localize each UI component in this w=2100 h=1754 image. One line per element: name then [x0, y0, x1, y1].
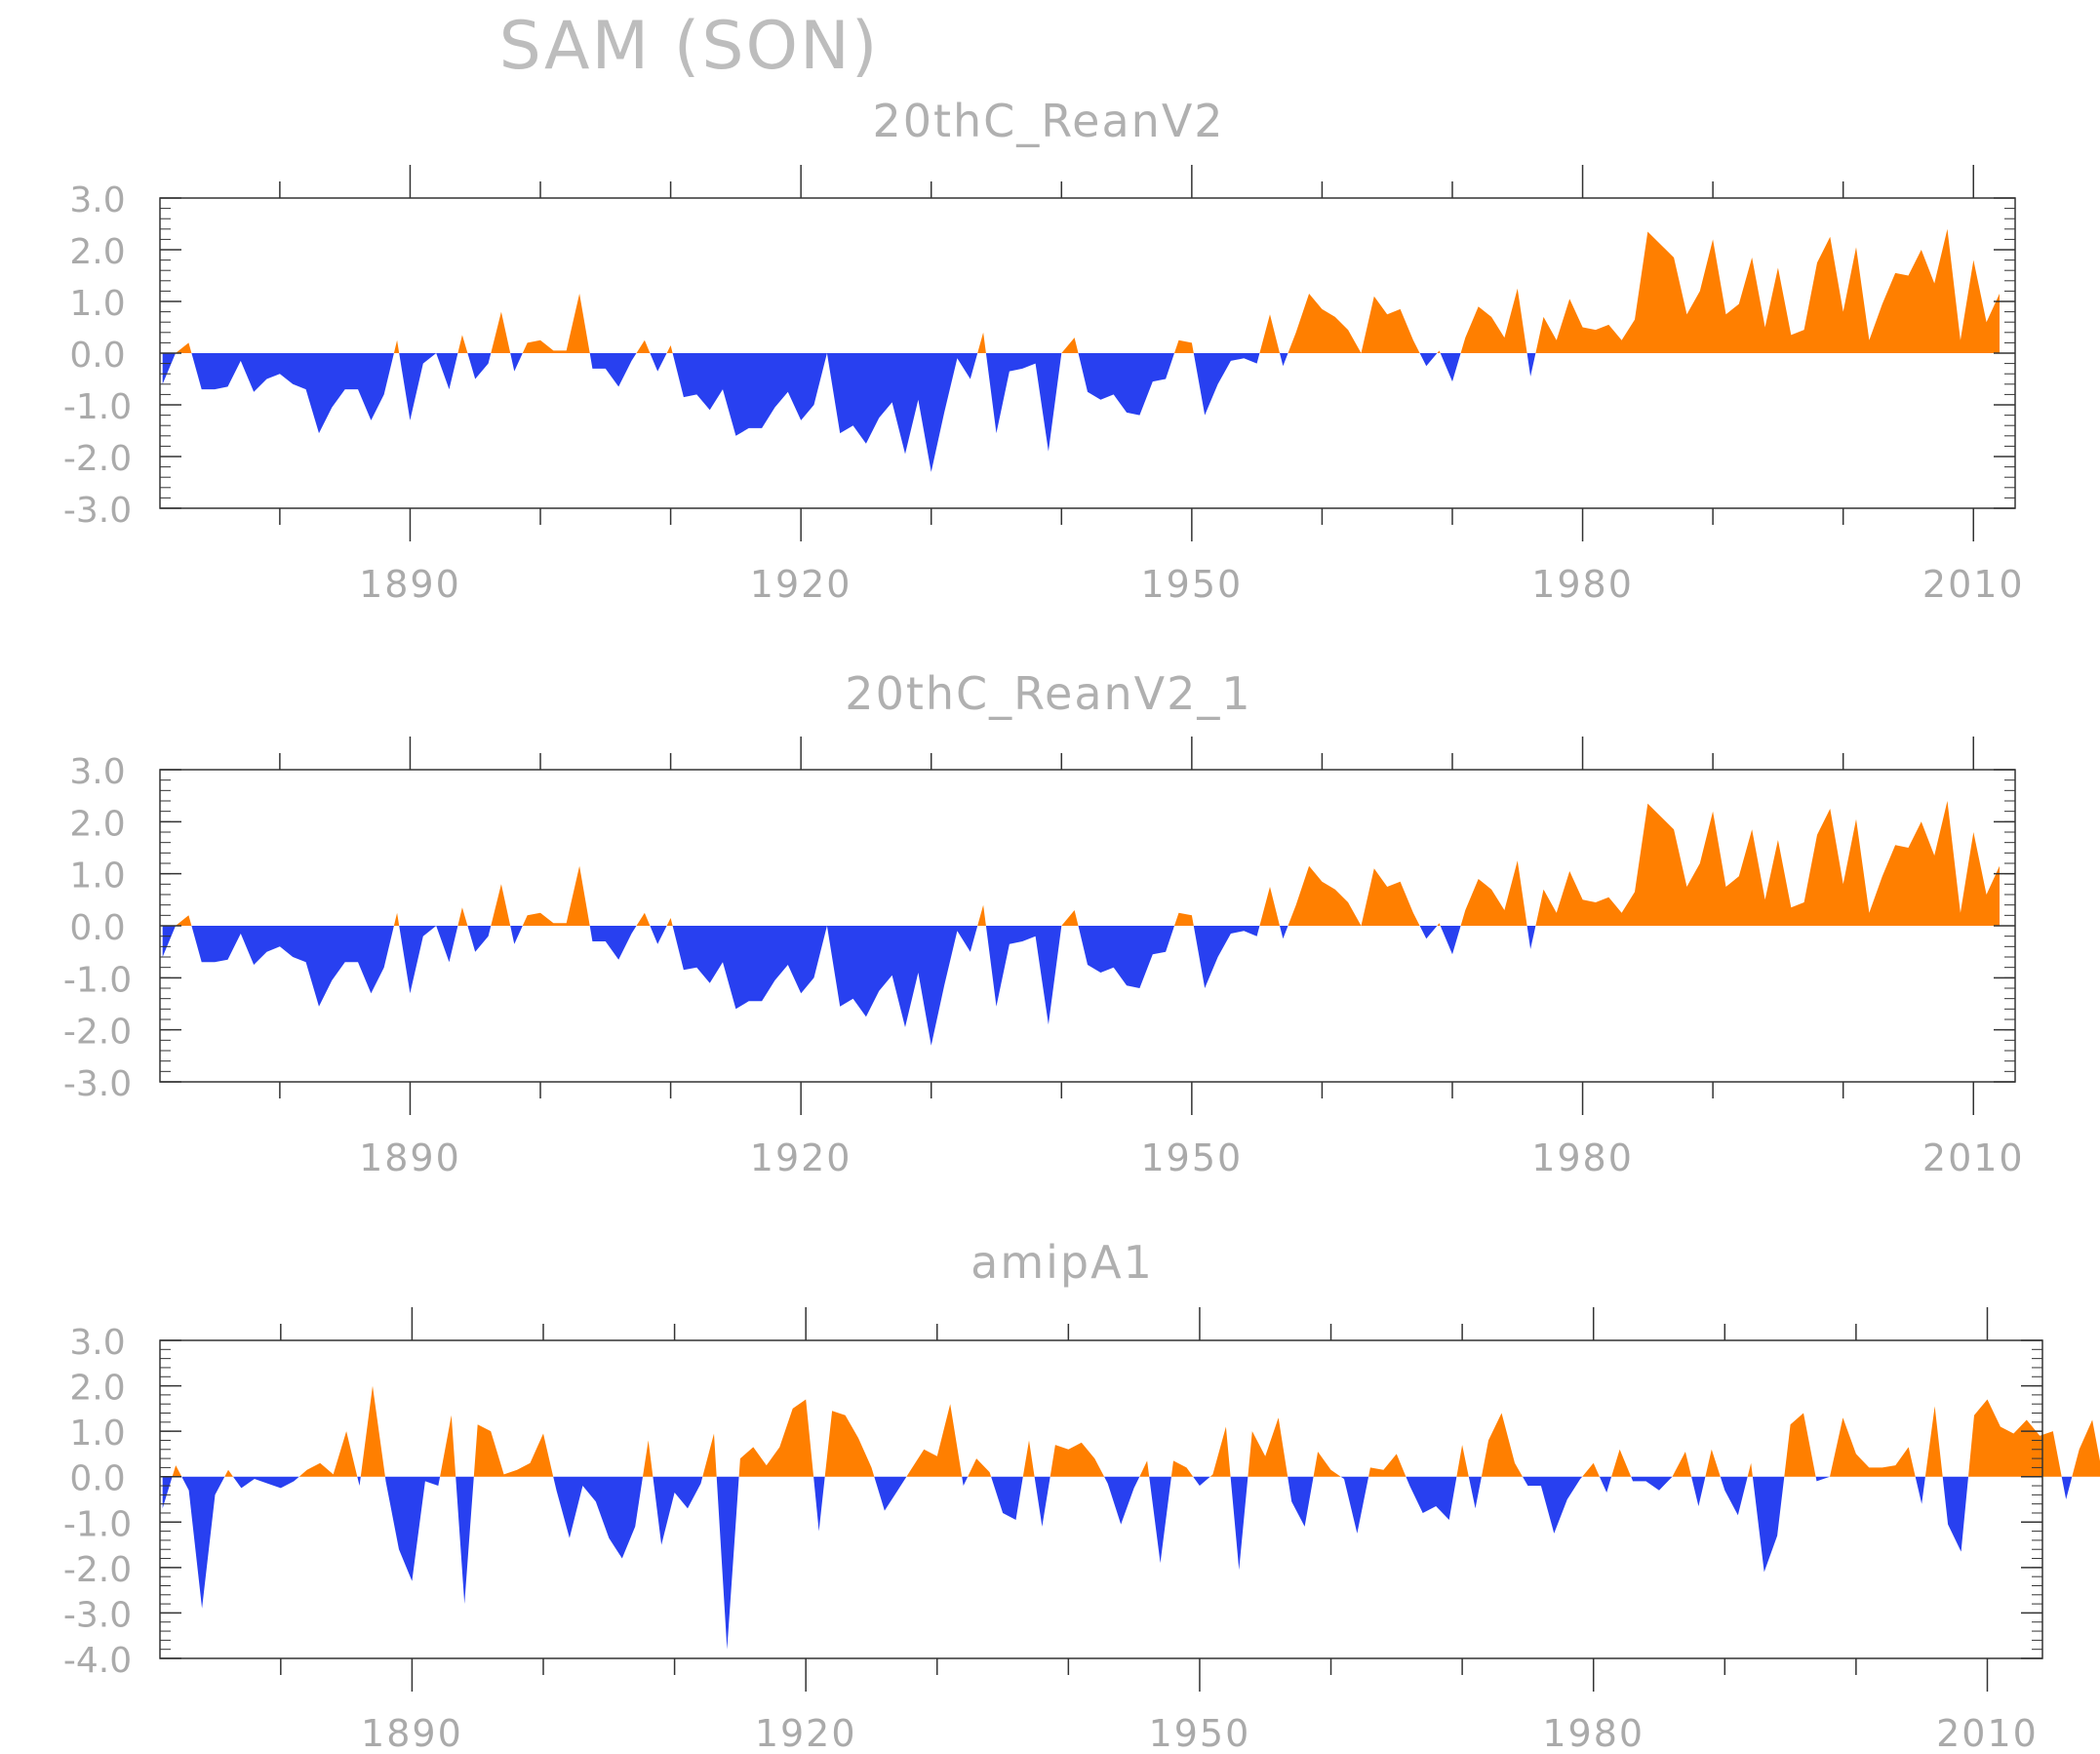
x-tick-label: 1980: [1531, 563, 1634, 606]
y-tick-label: 3.0: [69, 180, 125, 220]
positive-area: [172, 1385, 2100, 1477]
y-tick-label: 2.0: [69, 232, 125, 272]
y-tick-label: 0.0: [69, 1459, 125, 1499]
y-tick-label: -3.0: [63, 1595, 132, 1635]
y-tick-label: 2.0: [69, 1369, 125, 1409]
panel-3: amipA1 3.0 2.0 1.0 0.0 -1.0 -2.0 -3.0 -4.0 1890 19…: [63, 1236, 2100, 1754]
negative-area: [162, 926, 1536, 1046]
y-tick-label: -1.0: [63, 1504, 132, 1544]
y-tick-label: 3.0: [69, 752, 125, 792]
y-tick-label: 2.0: [69, 804, 125, 844]
x-tick-label: 2010: [1936, 1712, 2039, 1754]
x-tick-label: 1950: [1140, 1136, 1243, 1179]
x-tick-label: 1890: [359, 563, 461, 606]
panel-title: 20thC_ReanV2_1: [845, 667, 1251, 720]
x-tick-label: 1980: [1542, 1712, 1644, 1754]
y-tick-label: -4.0: [63, 1641, 132, 1681]
y-tick-label: 1.0: [69, 1414, 125, 1454]
y-tick-label: 3.0: [69, 1323, 125, 1363]
negative-area: [162, 353, 1536, 472]
negative-area: [162, 1476, 2073, 1650]
y-tick-label: -1.0: [63, 387, 132, 427]
y-tick-label: 0.0: [69, 908, 125, 948]
y-tick-label: 1.0: [69, 857, 125, 897]
y-tick-label: -2.0: [63, 1013, 132, 1053]
x-tick-label: 1920: [755, 1712, 857, 1754]
y-tick-label: -1.0: [63, 960, 132, 1000]
x-tick-label: 2010: [1922, 1136, 2025, 1179]
x-tick-label: 1920: [750, 1136, 852, 1179]
x-tick-label: 1950: [1140, 563, 1243, 606]
figure-title: SAM (SON): [498, 8, 880, 85]
x-tick-label: 1950: [1149, 1712, 1251, 1754]
panel-title: amipA1: [971, 1236, 1154, 1289]
panel-title: 20thC_ReanV2: [872, 95, 1224, 147]
positive-area: [176, 801, 2000, 926]
x-tick-label: 1890: [361, 1712, 463, 1754]
y-tick-label: -3.0: [63, 491, 132, 531]
y-tick-label: 0.0: [69, 336, 125, 376]
y-tick-label: -2.0: [63, 439, 132, 479]
x-tick-label: 1980: [1531, 1136, 1634, 1179]
panel-1: 20thC_ReanV2 3.0 2.0 1.0 0.0 -1.0 -2.0 -3.0 1890…: [63, 95, 2025, 606]
plot-frame: [159, 1339, 2043, 1659]
y-tick-label: 1.0: [69, 284, 125, 324]
x-tick-label: 1920: [750, 563, 852, 606]
panel-2: 20thC_ReanV2_1 3.0 2.0 1.0 0.0 -1.0 -2.0 -3.0 18…: [63, 667, 2025, 1179]
x-tick-label: 1890: [359, 1136, 461, 1179]
y-tick-label: -3.0: [63, 1064, 132, 1104]
y-tick-label: -2.0: [63, 1550, 132, 1590]
x-tick-label: 2010: [1922, 563, 2025, 606]
positive-area: [176, 228, 2000, 353]
